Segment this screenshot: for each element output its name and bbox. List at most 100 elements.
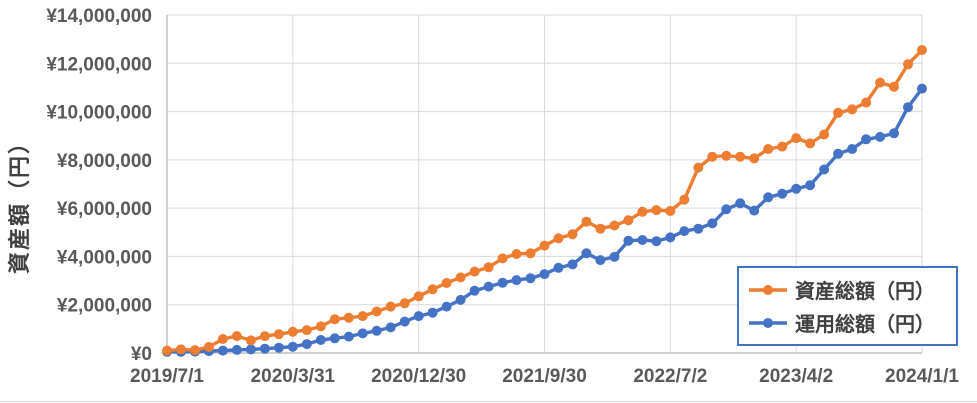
- axis-lines: [162, 15, 922, 354]
- x-tick-label: 2023/4/2: [759, 366, 833, 387]
- data-point: [679, 226, 690, 237]
- y-tick-label: ¥4,000,000: [57, 247, 152, 268]
- data-point: [357, 328, 368, 339]
- data-point: [273, 342, 284, 353]
- data-point: [399, 298, 410, 309]
- data-point: [427, 307, 438, 318]
- data-point: [651, 236, 662, 247]
- y-tick-label: ¥6,000,000: [57, 199, 152, 220]
- data-point: [679, 194, 690, 205]
- data-point: [301, 339, 312, 350]
- data-point: [777, 141, 788, 152]
- data-point: [833, 107, 844, 118]
- data-point: [441, 301, 452, 312]
- data-point: [749, 205, 760, 216]
- x-tick-label: 2020/12/30: [371, 366, 466, 387]
- data-point: [455, 272, 466, 283]
- data-point: [889, 128, 899, 139]
- data-point: [735, 198, 746, 209]
- data-point: [581, 216, 592, 227]
- data-point: [329, 314, 340, 325]
- data-point: [903, 102, 913, 113]
- y-axis-title: 資産額（円）: [7, 130, 32, 275]
- data-point: [315, 321, 326, 332]
- legend-item-invested[interactable]: 運用総額（円）: [747, 306, 950, 339]
- data-point: [623, 235, 634, 246]
- data-point: [777, 188, 788, 199]
- data-point: [371, 306, 382, 317]
- x-tick-label: 2024/1/1: [885, 366, 959, 387]
- data-point: [665, 206, 676, 216]
- data-point: [385, 322, 396, 333]
- data-point: [553, 262, 564, 273]
- data-point: [707, 218, 718, 229]
- data-point: [497, 277, 508, 288]
- x-tick-label: 2020/3/31: [251, 366, 336, 387]
- data-point: [231, 331, 242, 342]
- data-point: [343, 312, 354, 323]
- data-point: [371, 325, 382, 336]
- data-point: [162, 345, 172, 356]
- y-tick-label: ¥2,000,000: [57, 296, 152, 317]
- data-point: [469, 266, 480, 277]
- data-point: [553, 233, 564, 244]
- data-point: [595, 223, 606, 234]
- data-point: [497, 253, 508, 264]
- legend-marker-assets-icon: [749, 284, 787, 295]
- legend-item-assets[interactable]: 資産総額（円）: [747, 273, 950, 306]
- data-point: [259, 331, 270, 342]
- data-point: [609, 251, 620, 262]
- data-point: [861, 134, 872, 145]
- data-point: [287, 341, 298, 352]
- data-point: [889, 81, 899, 92]
- data-point: [231, 344, 242, 355]
- data-point: [343, 331, 354, 342]
- data-point: [581, 248, 592, 259]
- data-point: [567, 229, 578, 240]
- data-point: [833, 148, 844, 159]
- data-point: [763, 144, 774, 154]
- data-point: [623, 215, 634, 226]
- data-point: [483, 281, 494, 292]
- data-point: [735, 151, 746, 162]
- data-point: [637, 206, 648, 217]
- data-point: [707, 151, 718, 162]
- data-point: [190, 345, 200, 356]
- data-point: [469, 285, 480, 296]
- x-axis-tick-labels: 2019/7/1 2020/3/31 2020/12/30 2021/9/30 2022…: [130, 366, 959, 387]
- legend[interactable]: 資産総額（円） 運用総額（円）: [737, 266, 958, 346]
- data-point: [721, 150, 732, 161]
- y-tick-label: ¥12,000,000: [46, 54, 152, 75]
- data-point: [315, 335, 326, 345]
- data-point: [651, 205, 662, 216]
- data-point: [357, 311, 368, 322]
- gridlines: [0, 14, 977, 402]
- data-point: [511, 275, 522, 286]
- data-point: [301, 325, 312, 336]
- data-point: [539, 240, 550, 251]
- data-point: [525, 273, 536, 284]
- data-point: [749, 153, 760, 164]
- data-point: [693, 223, 704, 234]
- data-point: [511, 249, 522, 259]
- data-point: [455, 294, 466, 305]
- data-point: [525, 248, 536, 259]
- data-point: [847, 144, 858, 154]
- data-point: [847, 104, 858, 115]
- data-point: [693, 162, 704, 173]
- data-point: [875, 131, 886, 142]
- y-tick-label: ¥10,000,000: [46, 103, 152, 124]
- data-point: [861, 97, 872, 108]
- data-point: [385, 301, 396, 312]
- data-point: [287, 326, 298, 337]
- data-point: [791, 183, 802, 194]
- data-point: [259, 343, 270, 354]
- data-point: [483, 262, 494, 273]
- data-point: [567, 259, 578, 270]
- data-point: [665, 232, 676, 243]
- data-point: [441, 278, 452, 288]
- series-markers: [162, 45, 927, 357]
- y-axis-tick-labels: ¥0 ¥2,000,000 ¥4,000,000 ¥6,000,000 ¥8,000,0…: [46, 6, 152, 365]
